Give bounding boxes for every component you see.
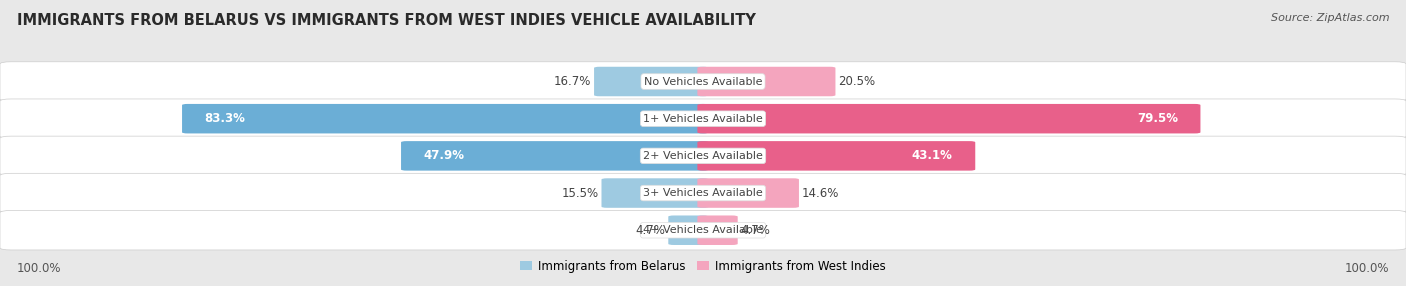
FancyBboxPatch shape: [0, 99, 1406, 138]
FancyBboxPatch shape: [0, 173, 1406, 213]
Text: 15.5%: 15.5%: [561, 186, 599, 200]
FancyBboxPatch shape: [0, 62, 1406, 101]
FancyBboxPatch shape: [602, 178, 709, 208]
FancyBboxPatch shape: [0, 210, 1406, 250]
Text: 79.5%: 79.5%: [1137, 112, 1178, 125]
FancyBboxPatch shape: [668, 215, 709, 245]
Text: 1+ Vehicles Available: 1+ Vehicles Available: [643, 114, 763, 124]
Text: 100.0%: 100.0%: [17, 262, 62, 275]
Text: 83.3%: 83.3%: [204, 112, 246, 125]
Text: IMMIGRANTS FROM BELARUS VS IMMIGRANTS FROM WEST INDIES VEHICLE AVAILABILITY: IMMIGRANTS FROM BELARUS VS IMMIGRANTS FR…: [17, 13, 756, 28]
Legend: Immigrants from Belarus, Immigrants from West Indies: Immigrants from Belarus, Immigrants from…: [516, 255, 890, 277]
Text: 4.7%: 4.7%: [636, 224, 665, 237]
Text: 47.9%: 47.9%: [423, 149, 464, 162]
Text: 16.7%: 16.7%: [554, 75, 592, 88]
FancyBboxPatch shape: [181, 104, 709, 134]
Text: 4.7%: 4.7%: [741, 224, 770, 237]
Text: No Vehicles Available: No Vehicles Available: [644, 77, 762, 86]
FancyBboxPatch shape: [697, 178, 799, 208]
Text: 20.5%: 20.5%: [838, 75, 876, 88]
FancyBboxPatch shape: [401, 141, 709, 171]
Text: Source: ZipAtlas.com: Source: ZipAtlas.com: [1271, 13, 1389, 23]
FancyBboxPatch shape: [697, 67, 835, 96]
FancyBboxPatch shape: [0, 136, 1406, 176]
FancyBboxPatch shape: [595, 67, 709, 96]
FancyBboxPatch shape: [697, 104, 1201, 134]
Text: 14.6%: 14.6%: [801, 186, 839, 200]
Text: 100.0%: 100.0%: [1344, 262, 1389, 275]
Text: 43.1%: 43.1%: [912, 149, 953, 162]
Text: 2+ Vehicles Available: 2+ Vehicles Available: [643, 151, 763, 161]
Text: 4+ Vehicles Available: 4+ Vehicles Available: [643, 225, 763, 235]
FancyBboxPatch shape: [697, 141, 976, 171]
FancyBboxPatch shape: [697, 215, 738, 245]
Text: 3+ Vehicles Available: 3+ Vehicles Available: [643, 188, 763, 198]
